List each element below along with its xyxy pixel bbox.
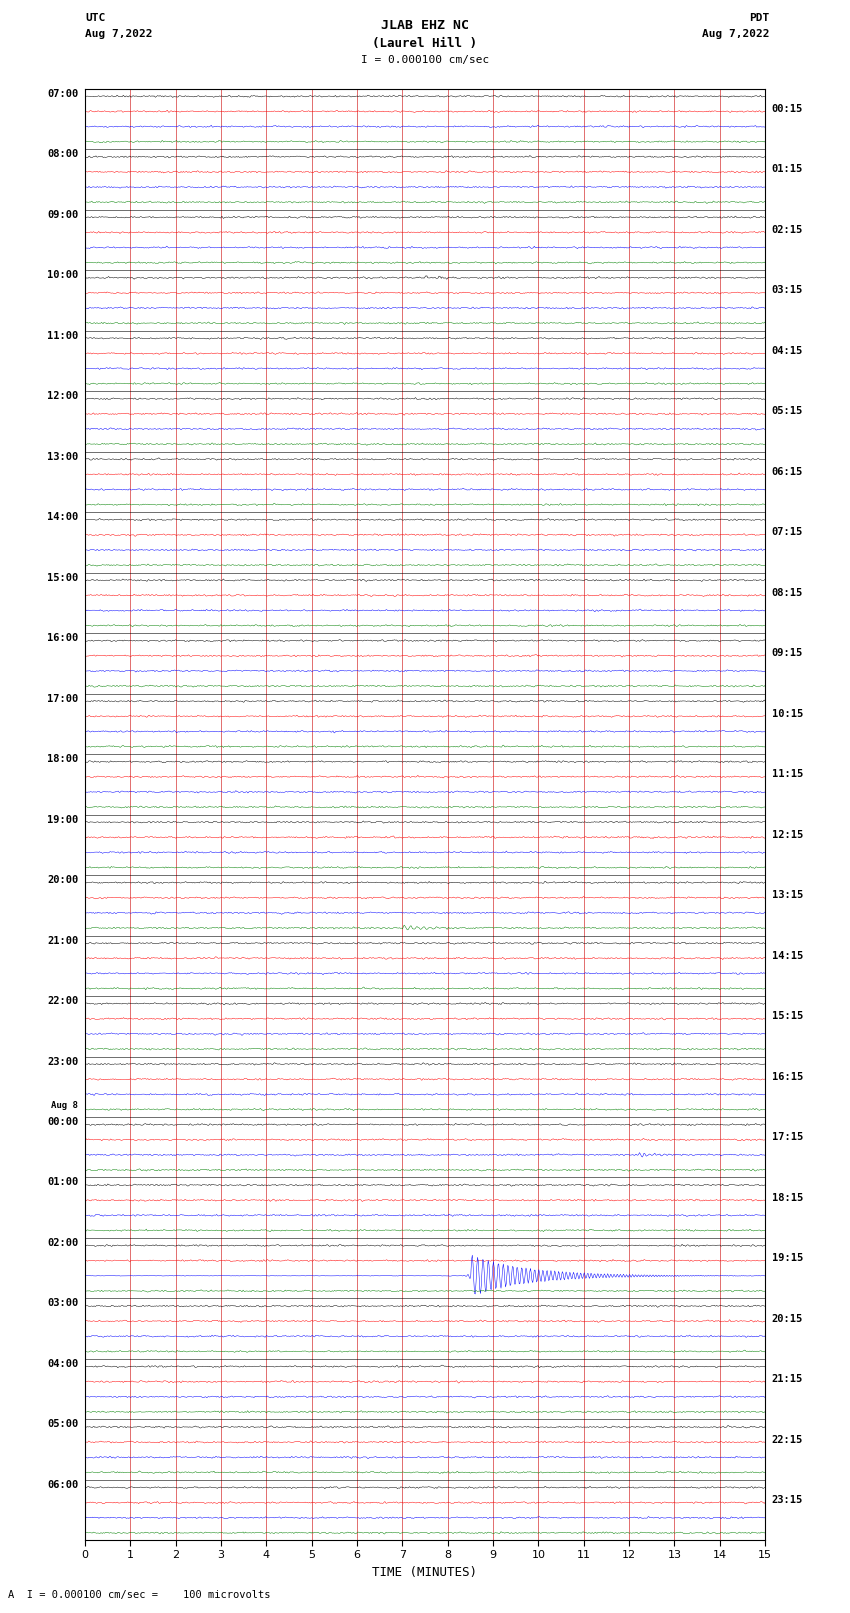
Text: 19:00: 19:00 <box>47 815 78 824</box>
Text: 02:00: 02:00 <box>47 1239 78 1248</box>
Text: 00:00: 00:00 <box>47 1118 78 1127</box>
Text: JLAB EHZ NC: JLAB EHZ NC <box>381 19 469 32</box>
Text: 08:00: 08:00 <box>47 150 78 160</box>
Text: 13:00: 13:00 <box>47 452 78 461</box>
Text: 00:15: 00:15 <box>772 103 803 115</box>
Text: 09:00: 09:00 <box>47 210 78 219</box>
Text: 18:15: 18:15 <box>772 1192 803 1203</box>
Text: 03:15: 03:15 <box>772 286 803 295</box>
Text: I = 0.000100 cm/sec: I = 0.000100 cm/sec <box>361 55 489 65</box>
Text: PDT: PDT <box>749 13 769 23</box>
Text: 22:15: 22:15 <box>772 1434 803 1445</box>
Text: UTC: UTC <box>85 13 105 23</box>
Text: 07:15: 07:15 <box>772 527 803 537</box>
Text: Aug 7,2022: Aug 7,2022 <box>702 29 769 39</box>
Text: Aug 8: Aug 8 <box>51 1100 78 1110</box>
Text: 03:00: 03:00 <box>47 1298 78 1308</box>
Text: 09:15: 09:15 <box>772 648 803 658</box>
Text: 12:00: 12:00 <box>47 392 78 402</box>
Text: Aug 7,2022: Aug 7,2022 <box>85 29 152 39</box>
Text: 17:15: 17:15 <box>772 1132 803 1142</box>
Text: 13:15: 13:15 <box>772 890 803 900</box>
Text: 21:00: 21:00 <box>47 936 78 945</box>
Text: 06:15: 06:15 <box>772 466 803 477</box>
Text: 04:00: 04:00 <box>47 1358 78 1369</box>
X-axis label: TIME (MINUTES): TIME (MINUTES) <box>372 1566 478 1579</box>
Text: 01:15: 01:15 <box>772 165 803 174</box>
Text: 15:15: 15:15 <box>772 1011 803 1021</box>
Text: A  I = 0.000100 cm/sec =    100 microvolts: A I = 0.000100 cm/sec = 100 microvolts <box>8 1590 271 1600</box>
Text: 10:15: 10:15 <box>772 708 803 719</box>
Text: 10:00: 10:00 <box>47 271 78 281</box>
Text: 11:15: 11:15 <box>772 769 803 779</box>
Text: 21:15: 21:15 <box>772 1374 803 1384</box>
Text: 05:15: 05:15 <box>772 406 803 416</box>
Text: 01:00: 01:00 <box>47 1177 78 1187</box>
Text: 05:00: 05:00 <box>47 1419 78 1429</box>
Text: (Laurel Hill ): (Laurel Hill ) <box>372 37 478 50</box>
Text: 22:00: 22:00 <box>47 997 78 1007</box>
Text: 08:15: 08:15 <box>772 587 803 598</box>
Text: 23:15: 23:15 <box>772 1495 803 1505</box>
Text: 04:15: 04:15 <box>772 345 803 356</box>
Text: 02:15: 02:15 <box>772 224 803 235</box>
Text: 20:00: 20:00 <box>47 876 78 886</box>
Text: 07:00: 07:00 <box>47 89 78 98</box>
Text: 15:00: 15:00 <box>47 573 78 582</box>
Text: 23:00: 23:00 <box>47 1057 78 1066</box>
Text: 17:00: 17:00 <box>47 694 78 703</box>
Text: 18:00: 18:00 <box>47 755 78 765</box>
Text: 20:15: 20:15 <box>772 1313 803 1324</box>
Text: 12:15: 12:15 <box>772 829 803 840</box>
Text: 16:00: 16:00 <box>47 634 78 644</box>
Text: 14:00: 14:00 <box>47 513 78 523</box>
Text: 11:00: 11:00 <box>47 331 78 340</box>
Text: 06:00: 06:00 <box>47 1481 78 1490</box>
Text: 16:15: 16:15 <box>772 1071 803 1082</box>
Text: 14:15: 14:15 <box>772 950 803 961</box>
Text: 19:15: 19:15 <box>772 1253 803 1263</box>
